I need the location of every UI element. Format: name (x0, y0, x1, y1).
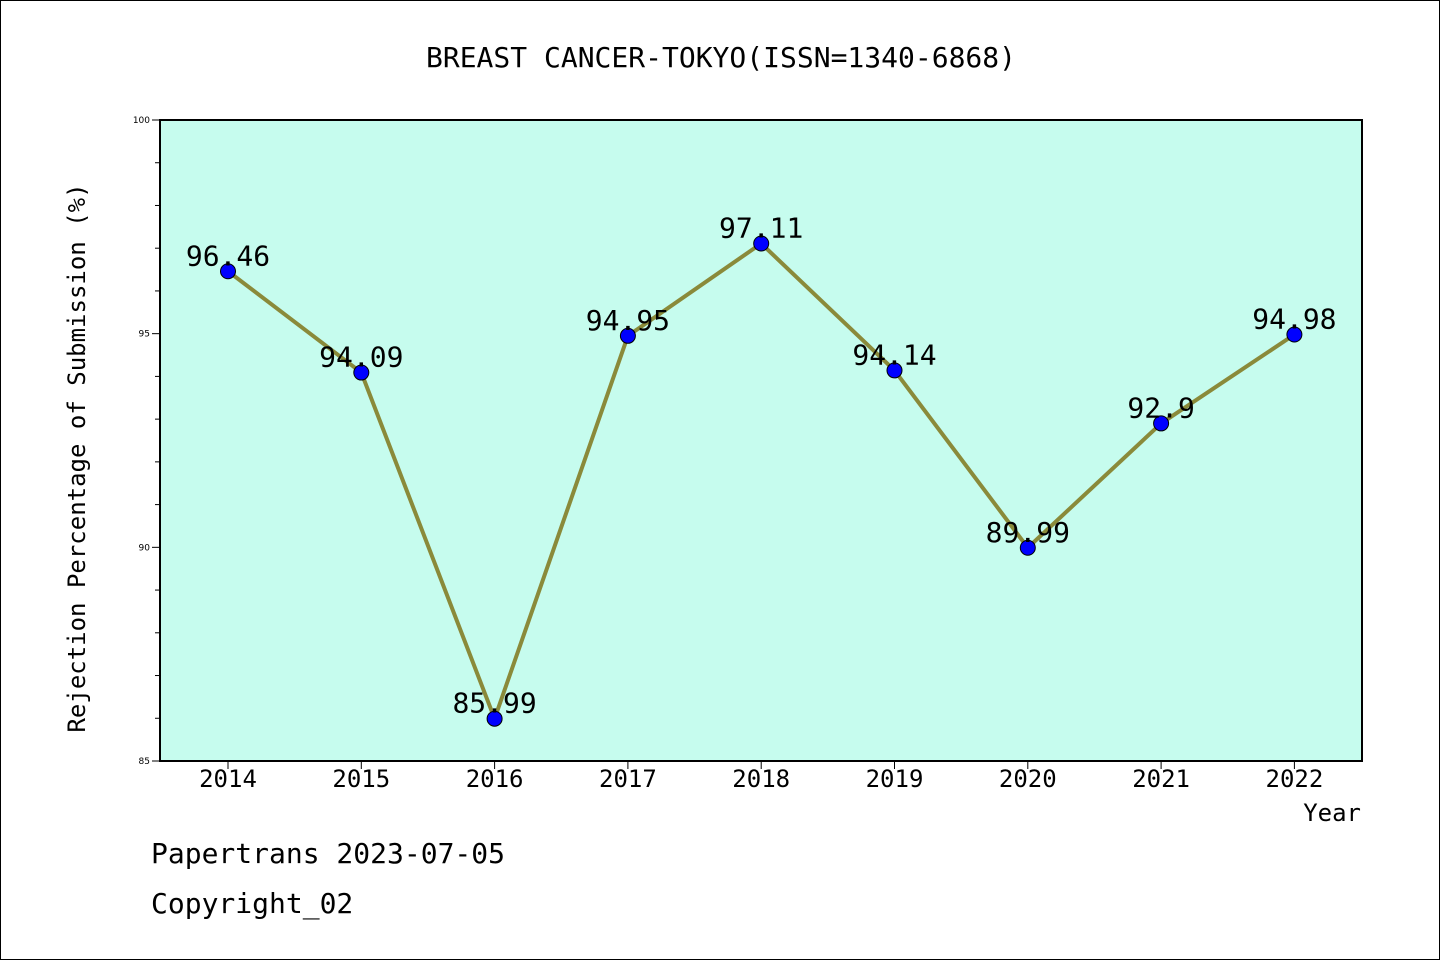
y-tick-label: 85 (139, 757, 150, 767)
footer-date-text: Papertrans 2023-07-05 (151, 837, 506, 870)
data-point-marker (353, 364, 370, 381)
data-point-marker (1286, 326, 1303, 343)
x-tick-label: 2019 (866, 765, 924, 793)
chart-title: BREAST CANCER-TOKYO(ISSN=1340-6868) (426, 41, 1016, 74)
y-tick-label: 90 (139, 543, 151, 553)
x-tick-label: 2022 (1266, 765, 1324, 793)
x-tick-label: 2017 (599, 765, 657, 793)
x-axis-label: Year (1303, 799, 1361, 827)
x-tick-label: 2014 (199, 765, 257, 793)
data-label: 94.14 (852, 338, 936, 371)
data-point-marker (619, 327, 636, 344)
footer-copyright-text: Copyright_02 (151, 887, 354, 920)
y-axis-ticks: 85 90 95 100 (133, 116, 160, 767)
data-point-marker (886, 362, 903, 379)
x-tick-label: 2018 (732, 765, 790, 793)
data-point-marker (1019, 539, 1036, 556)
data-label: 92.9 (1127, 391, 1194, 424)
data-label: 94.98 (1252, 303, 1336, 336)
data-label: 96.46 (186, 239, 270, 272)
plot-area (159, 119, 1363, 762)
data-point-marker (1153, 415, 1170, 432)
data-point-marker (753, 235, 770, 252)
series-group: 96.46 94.09 85.99 94.95 97.11 94.14 89.99 92.9 9… (186, 211, 1337, 727)
x-axis-ticks: 2014 2015 2016 2017 2018 2019 2020 2021 2022 (199, 761, 1323, 793)
data-label: 89.99 (986, 516, 1070, 549)
x-tick-label: 2015 (332, 765, 390, 793)
y-tick-label: 95 (139, 330, 150, 340)
x-tick-label: 2020 (999, 765, 1057, 793)
y-axis-label: Rejection Percentage of Submission (%) (63, 183, 91, 732)
x-tick-label: 2016 (466, 765, 524, 793)
y-tick-label: 100 (133, 116, 150, 126)
data-point-marker (220, 263, 236, 280)
data-point-marker (486, 710, 503, 727)
data-label: 94.09 (319, 341, 403, 374)
data-label: 94.95 (586, 304, 670, 337)
data-label: 85.99 (452, 687, 536, 720)
x-tick-label: 2021 (1132, 765, 1190, 793)
data-label: 97.11 (719, 211, 803, 244)
